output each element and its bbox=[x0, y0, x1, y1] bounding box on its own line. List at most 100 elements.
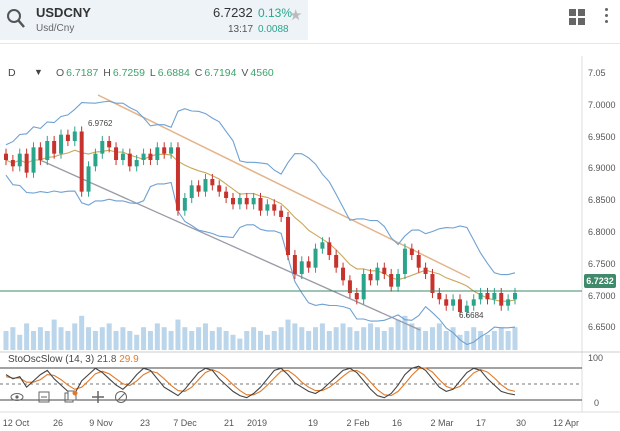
candle-body bbox=[162, 147, 167, 154]
candle-body bbox=[306, 261, 311, 268]
candle-body bbox=[471, 299, 476, 306]
candle-body bbox=[10, 160, 15, 167]
candle-body bbox=[230, 198, 235, 205]
open-value: 6.7187 bbox=[66, 67, 99, 79]
candle-body bbox=[182, 198, 187, 211]
candle-body bbox=[189, 185, 194, 198]
volume-value: 4560 bbox=[250, 67, 274, 79]
candle-body bbox=[134, 160, 139, 167]
x-tick-label: 2 Feb bbox=[346, 418, 370, 428]
y-tick-label: 6.8000 bbox=[588, 227, 616, 237]
candle-body bbox=[334, 255, 339, 268]
candle-body bbox=[409, 248, 414, 255]
osc-scale-top: 100 bbox=[588, 353, 604, 363]
volume-bar bbox=[127, 331, 133, 350]
symbol-label: USDCNY bbox=[36, 5, 91, 20]
candle-body bbox=[265, 204, 270, 211]
remove-icon[interactable] bbox=[114, 390, 128, 404]
volume-bar bbox=[436, 323, 442, 350]
candle-body bbox=[17, 153, 22, 167]
volume-bar bbox=[409, 323, 415, 350]
change-percent: 0.13% bbox=[258, 6, 293, 20]
volume-label: V bbox=[241, 67, 249, 79]
osc-scale-bottom: 0 bbox=[594, 398, 600, 408]
volume-bar bbox=[244, 331, 250, 350]
volume-bar bbox=[113, 331, 119, 350]
eye-icon[interactable] bbox=[10, 390, 24, 404]
candle-body bbox=[396, 274, 401, 287]
candle-body bbox=[292, 255, 297, 274]
volume-bar bbox=[230, 334, 236, 350]
x-tick-label: 2 Mar bbox=[430, 418, 454, 428]
candle-body bbox=[100, 141, 105, 154]
copy-icon[interactable] bbox=[64, 390, 78, 404]
x-tick-label: 21 bbox=[223, 418, 235, 428]
candle-body bbox=[389, 274, 394, 287]
candle-body bbox=[93, 153, 98, 167]
candle-body bbox=[513, 293, 517, 300]
candle-body bbox=[327, 242, 332, 255]
star-icon[interactable]: ★ bbox=[289, 7, 303, 24]
candle-body bbox=[478, 293, 483, 300]
volume-bar bbox=[423, 331, 429, 350]
low-label: L bbox=[149, 67, 156, 79]
candle-body bbox=[120, 153, 125, 160]
candle-body bbox=[457, 299, 462, 312]
candle-body bbox=[4, 153, 8, 160]
add-icon[interactable] bbox=[91, 390, 105, 404]
grid-icon[interactable] bbox=[569, 9, 585, 25]
candle-body bbox=[437, 293, 442, 300]
more-vertical-icon[interactable] bbox=[604, 8, 610, 28]
settings-icon[interactable] bbox=[37, 390, 51, 404]
volume-bar bbox=[471, 327, 477, 350]
candle-body bbox=[320, 242, 325, 249]
volume-bar bbox=[285, 319, 291, 350]
quote-panel[interactable]: USDCNY Usd/Cny 6.7232 0.13% 13:17 0.0088… bbox=[0, 0, 308, 40]
oscillator-legend: StoOscSlow (14, 3) 21.8 29.9 bbox=[8, 354, 139, 365]
candle-body bbox=[210, 179, 215, 186]
y-tick-label: 7.05 bbox=[588, 68, 606, 78]
volume-bar bbox=[175, 319, 181, 350]
candle-body bbox=[347, 280, 352, 293]
candle-body bbox=[72, 131, 77, 141]
volume-bar bbox=[388, 327, 394, 350]
candle-body bbox=[38, 147, 43, 160]
interval-selector[interactable]: D bbox=[8, 67, 16, 79]
volume-bar bbox=[464, 331, 470, 350]
stoch-d-line bbox=[5, 367, 516, 397]
volume-bar bbox=[505, 331, 511, 350]
y-tick-label: 7.0000 bbox=[588, 99, 616, 110]
candle-body bbox=[416, 255, 421, 268]
candle-body bbox=[196, 185, 201, 192]
volume-bar bbox=[99, 327, 105, 350]
volume-bar bbox=[381, 331, 387, 350]
volume-bar bbox=[79, 315, 85, 350]
candle-body bbox=[148, 153, 153, 160]
y-tick-label: 6.6500 bbox=[588, 322, 616, 333]
candle-body bbox=[368, 274, 373, 281]
volume-bar bbox=[402, 315, 408, 350]
candle-body bbox=[272, 204, 277, 211]
volume-bar bbox=[72, 323, 78, 350]
volume-bar bbox=[292, 323, 298, 350]
chevron-down-icon[interactable]: ▼ bbox=[34, 67, 43, 77]
x-tick-label: 26 bbox=[52, 418, 64, 428]
candle-body bbox=[451, 299, 456, 306]
top-bar: USDCNY Usd/Cny 6.7232 0.13% 13:17 0.0088… bbox=[0, 0, 620, 44]
quote-time: 13:17 bbox=[228, 24, 254, 35]
volume-bar bbox=[31, 331, 37, 350]
candle-body bbox=[375, 267, 380, 281]
volume-bar bbox=[141, 327, 147, 350]
candle-body bbox=[286, 217, 291, 255]
volume-bar bbox=[86, 327, 92, 350]
volume-bar bbox=[189, 331, 195, 350]
y-tick-label: 6.7000 bbox=[588, 290, 616, 301]
candle-body bbox=[114, 147, 119, 160]
bollinger-upper-line bbox=[5, 100, 516, 276]
volume-bar bbox=[354, 331, 360, 350]
volume-bar bbox=[65, 331, 71, 350]
search-icon[interactable] bbox=[6, 8, 26, 30]
oscillator-name: StoOscSlow (14, 3) bbox=[8, 354, 95, 365]
candle-body bbox=[361, 274, 366, 300]
